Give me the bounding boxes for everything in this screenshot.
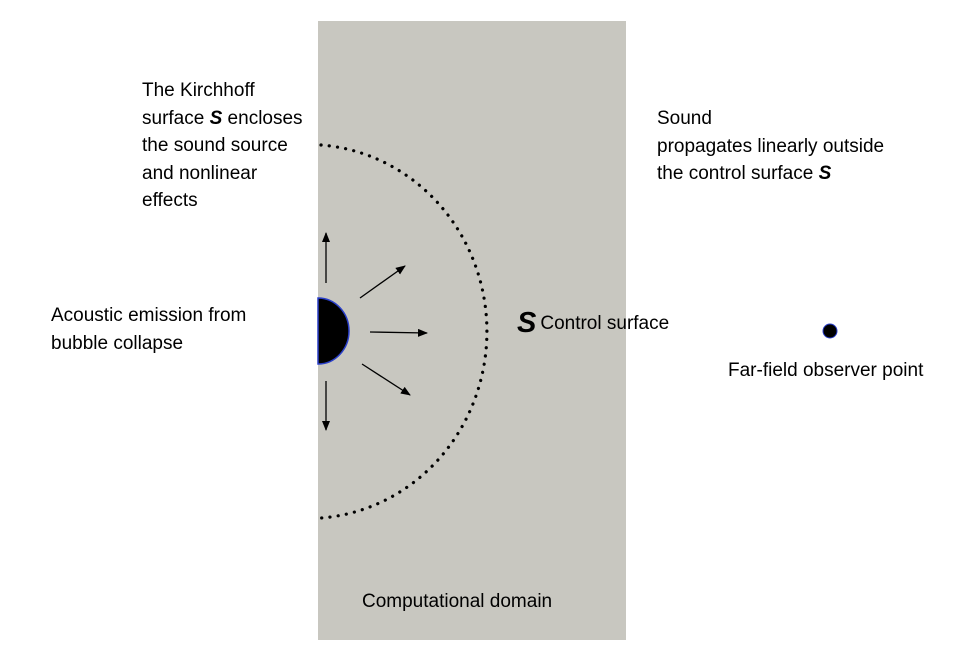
far-field-observer-point [822, 323, 838, 339]
acoustic-emission-arrows [322, 232, 428, 431]
surface-symbol: S [209, 107, 223, 129]
acoustic-emission-caption: Acoustic emission from bubble collapse [51, 302, 246, 357]
observer-point-label: Far-field observer point [728, 360, 924, 381]
kirchhoff-surface-caption: The Kirchhoff surface S encloses the sou… [142, 77, 303, 215]
sound-line-1: Sound [657, 108, 712, 129]
control-surface-text: Control surface [540, 313, 670, 334]
emission-arrow-right [369, 328, 428, 337]
kirchhoff-line-1: The Kirchhoff [142, 80, 255, 101]
surface-symbol: S [818, 163, 832, 184]
computational-domain [318, 21, 626, 640]
emission-line-2: bubble collapse [51, 332, 184, 354]
control-surface-dotted-arc [319, 143, 489, 520]
sound-line-3: the control surface S [657, 163, 832, 184]
emission-arrow-lower-right [361, 363, 411, 396]
collapsing-bubble [317, 297, 350, 365]
kirchhoff-line-3: the sound source [142, 135, 288, 156]
linear-propagation-caption: Sound propagates linearly outside the co… [657, 105, 884, 188]
control-surface-symbol: S [517, 307, 537, 339]
emission-line-1: Acoustic emission from [51, 305, 247, 326]
emission-arrow-upper-right [359, 265, 406, 299]
control-surface-label: S Control surface [517, 307, 670, 339]
computational-domain-label: Computational domain [362, 591, 553, 612]
kirchhoff-line-4: and nonlinear [142, 162, 258, 184]
kirchhoff-line-2: surface S encloses [142, 107, 303, 129]
sound-line-2: propagates linearly outside [657, 135, 885, 157]
kirchhoff-line-5: effects [142, 190, 198, 211]
